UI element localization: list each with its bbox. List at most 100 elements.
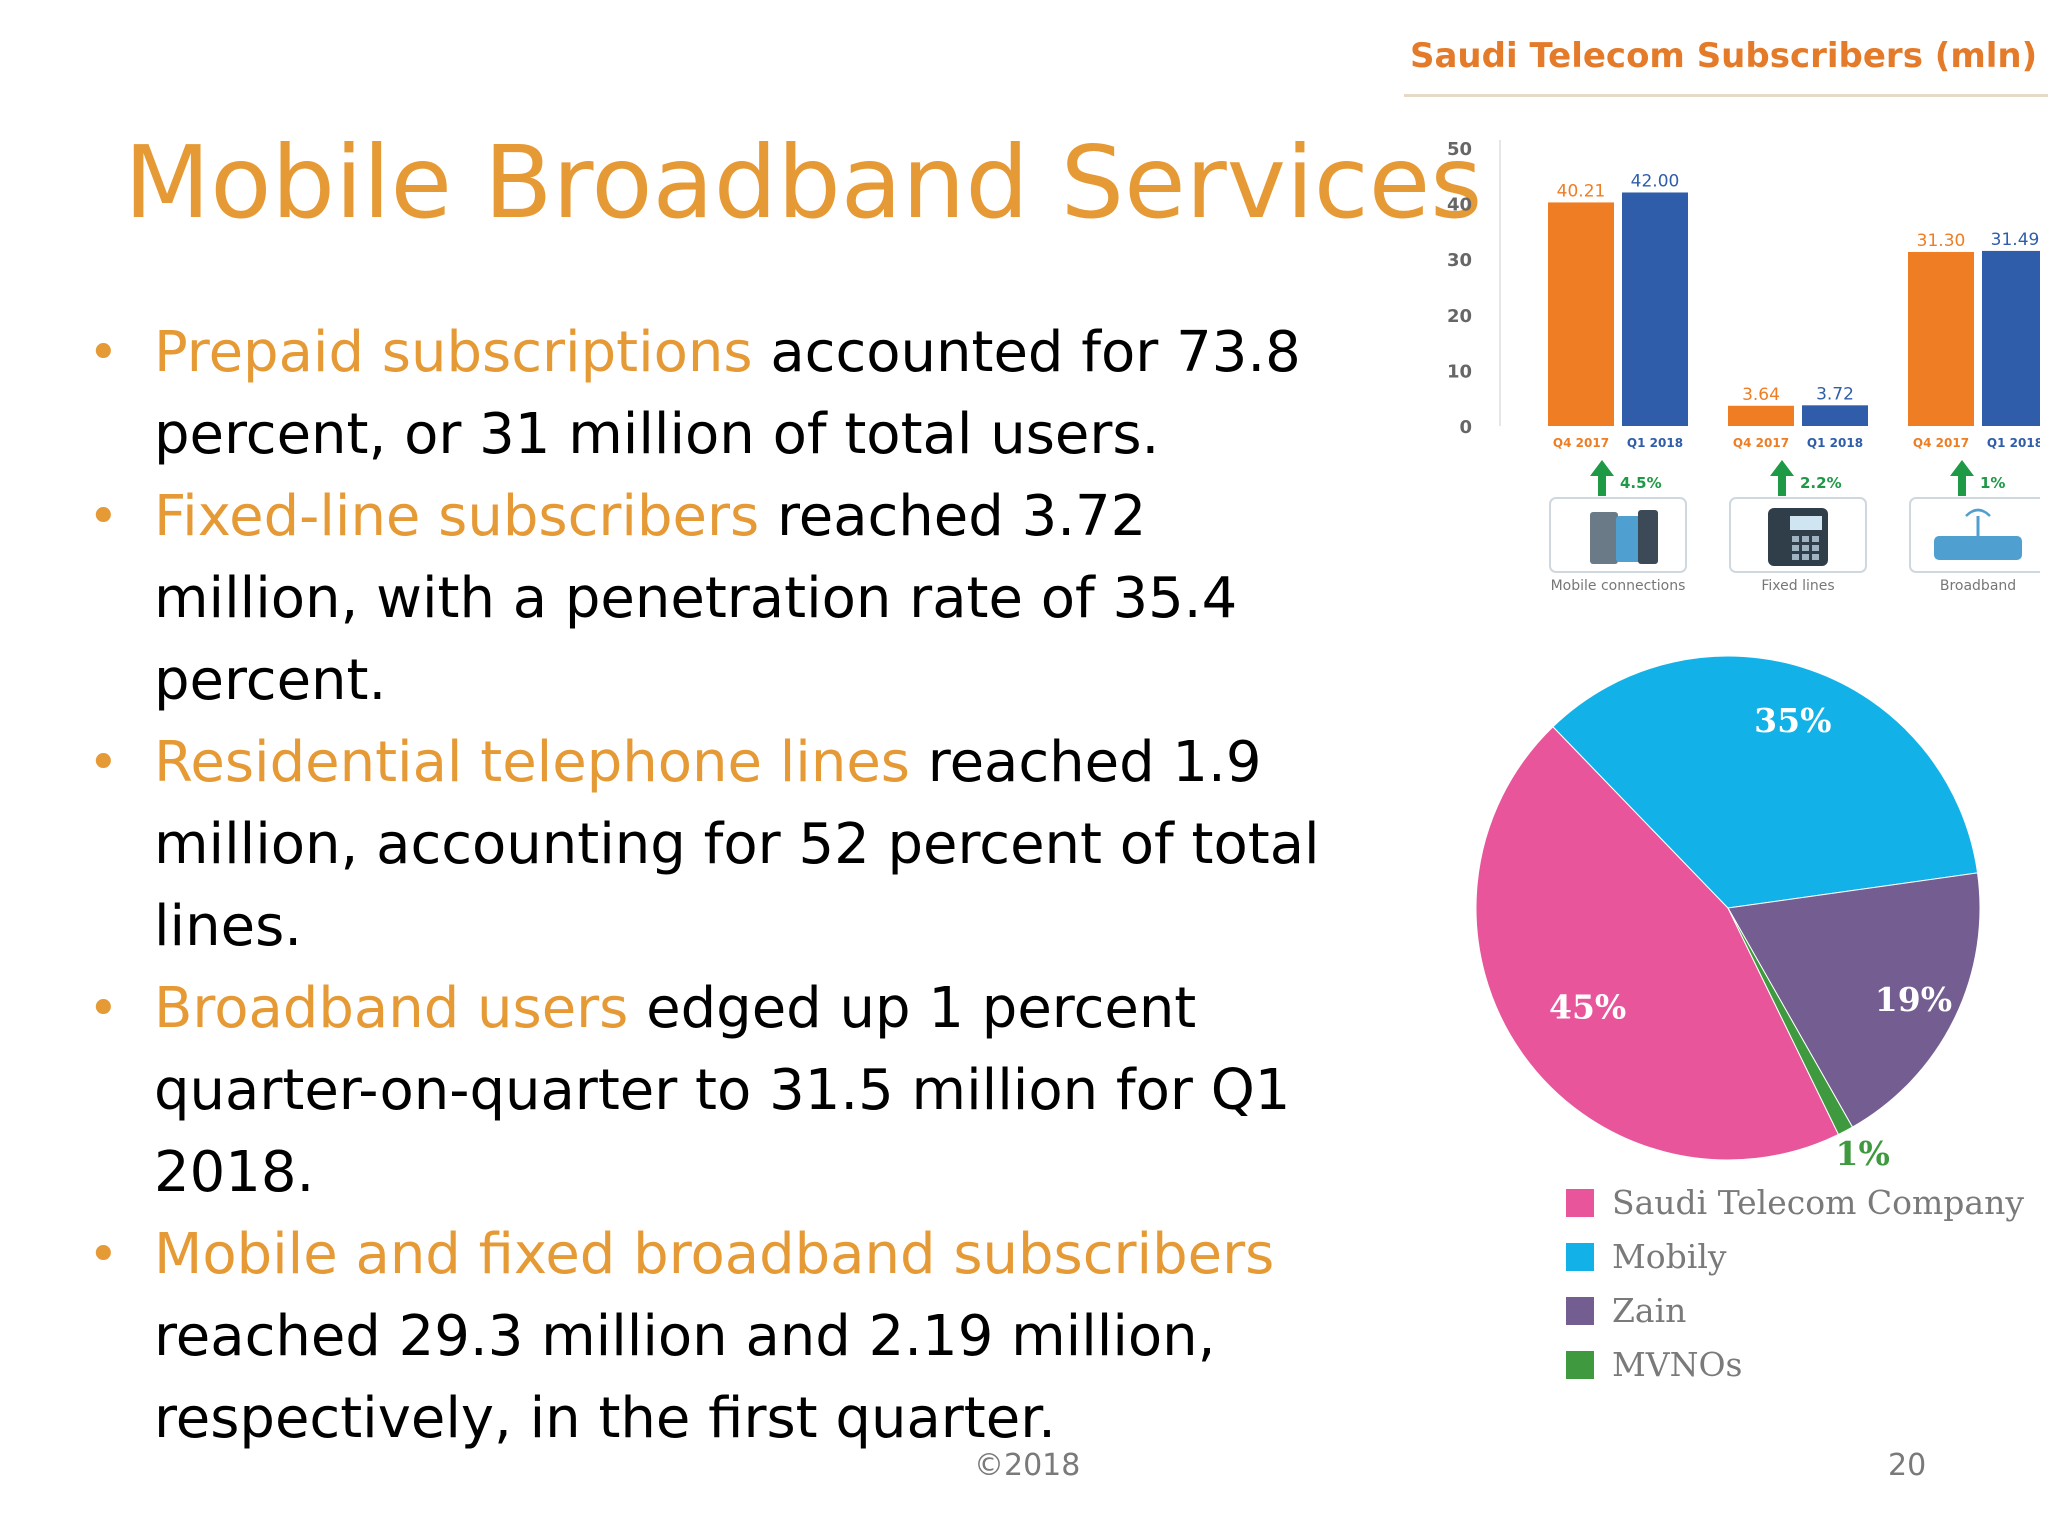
y-tick-label: 50 [1447,139,1472,160]
bullet-highlight: Fixed-line subscribers [154,484,760,549]
category-label: Mobile connections [1551,578,1686,594]
y-tick-label: 0 [1459,417,1472,438]
broadband-router-icon [1965,508,1991,517]
bar-value-label: 3.64 [1742,385,1780,405]
period-label: Q4 2017 [1553,436,1609,450]
bar [1728,405,1794,426]
y-tick-label: 10 [1447,361,1472,382]
legend-label: Zain [1612,1291,1687,1330]
mobile-connections-icon [1590,512,1618,564]
bullet-highlight: Broadband users [154,976,629,1041]
slide-title: Mobile Broadband Services [124,124,1483,241]
period-label: Q1 2018 [1987,436,2040,450]
fixed-lines-icon [1792,545,1799,551]
legend-swatch [1566,1297,1594,1325]
category-label: Fixed lines [1761,578,1834,594]
growth-arrow-icon [1590,460,1614,476]
bullet-text: reached 3.72 million, with a penetration… [154,484,1238,713]
legend-swatch [1566,1351,1594,1379]
fixed-lines-icon [1802,545,1809,551]
broadband-router-icon [1934,536,2022,560]
mobile-connections-icon [1616,516,1642,562]
bullet-item: • Mobile and fixed broadband subscribers … [84,1214,1334,1460]
fixed-lines-icon [1812,545,1819,551]
bullet-text: accounted for 73.8 percent, or 31 millio… [154,320,1301,467]
pie-slice [1475,726,1840,1161]
y-tick-label: 20 [1447,306,1472,327]
legend-swatch [1566,1243,1594,1271]
fixed-lines-icon [1790,516,1822,530]
legend-label: MVNOs [1612,1345,1743,1384]
bullet-text: edged up 1 percent quarter-on-quarter to… [154,976,1291,1205]
bullet-dot-icon: • [88,1225,119,1285]
bullet-dot-icon: • [88,487,119,547]
legend-item: MVNOs [1566,1338,2024,1392]
bar-chart: 0 10 20 30 40 50 40.21 Q4 2017 42.00 Q1 2018 4.5% M… [1447,139,2040,594]
pie-slice [1727,907,1854,1136]
period-label: Q1 2018 [1807,436,1863,450]
growth-arrow-icon [1770,460,1794,476]
pie-slice-label: 1% [1836,1134,1890,1173]
bar-value-label: 31.49 [1991,230,2040,250]
growth-arrow-shaft [1778,474,1786,496]
legend-item: Saudi Telecom Company [1566,1176,2024,1230]
title-divider [1404,94,2048,97]
bullet-highlight: Prepaid subscriptions [154,320,753,385]
bullet-highlight: Residential telephone lines [154,730,910,795]
y-tick-label: 40 [1447,195,1472,216]
bar [1622,192,1688,426]
bullet-dot-icon: • [88,979,119,1039]
bar [1548,202,1614,426]
mobile-connections-icon [1638,510,1658,564]
legend-label: Mobily [1612,1237,1727,1276]
pie-slice [1552,655,1979,909]
period-label: Q1 2018 [1627,436,1683,450]
bullet-dot-icon: • [88,733,119,793]
growth-label: 2.2% [1800,474,1842,492]
bar-value-label: 42.00 [1631,171,1680,191]
category-label: Broadband [1940,578,2016,594]
fixed-lines-icon [1802,536,1809,542]
bullet-item: • Prepaid subscriptions accounted for 73.… [84,312,1334,476]
bullet-list: • Prepaid subscriptions accounted for 73.… [84,312,1334,1460]
bar-value-label: 3.72 [1816,384,1854,404]
bar-chart-title: Saudi Telecom Subscribers (mln) [1410,36,2038,76]
legend-label: Saudi Telecom Company [1612,1183,2025,1222]
page-number: 20 [1888,1448,1927,1483]
bullet-highlight: Mobile and fixed broadband subscribers [154,1222,1275,1287]
bullet-text: reached 29.3 million and 2.19 million, r… [154,1304,1216,1451]
bar-value-label: 40.21 [1557,181,1606,201]
bar [1908,251,1974,426]
bullet-item: • Fixed-line subscribers reached 3.72 mil… [84,476,1334,722]
bar [1982,250,2040,426]
bullet-text: reached 1.9 million, accounting for 52 p… [154,730,1320,959]
fixed-lines-icon [1792,554,1799,560]
legend-swatch [1566,1189,1594,1217]
legend-item: Zain [1566,1284,2024,1338]
period-label: Q4 2017 [1913,436,1969,450]
pie-slice-label: 35% [1754,701,1831,740]
bar [1802,405,1868,426]
fixed-lines-icon [1792,536,1799,542]
bullet-item: • Residential telephone lines reached 1.9… [84,722,1334,968]
pie-slice [1727,872,1981,1128]
bar-value-label: 31.30 [1917,231,1966,251]
pie-slice-label: 45% [1549,987,1626,1026]
fixed-lines-icon [1812,536,1819,542]
bullet-dot-icon: • [88,323,119,383]
legend-item: Mobily [1566,1230,2024,1284]
pie-slice-label: 19% [1875,980,1952,1019]
growth-arrow-shaft [1958,474,1966,496]
growth-label: 1% [1980,474,2005,492]
pie-legend: Saudi Telecom Company Mobily Zain MVNOs [1566,1176,2024,1392]
growth-arrow-shaft [1598,474,1606,496]
y-tick-label: 30 [1447,250,1472,271]
growth-arrow-icon [1950,460,1974,476]
fixed-lines-icon [1812,554,1819,560]
footer-copyright: ©2018 [974,1448,1081,1483]
fixed-lines-icon [1802,554,1809,560]
bullet-item: • Broadband users edged up 1 percent quar… [84,968,1334,1214]
pie-chart: 45% 35% 19% 1% [1475,655,1981,1173]
growth-label: 4.5% [1620,474,1662,492]
period-label: Q4 2017 [1733,436,1789,450]
